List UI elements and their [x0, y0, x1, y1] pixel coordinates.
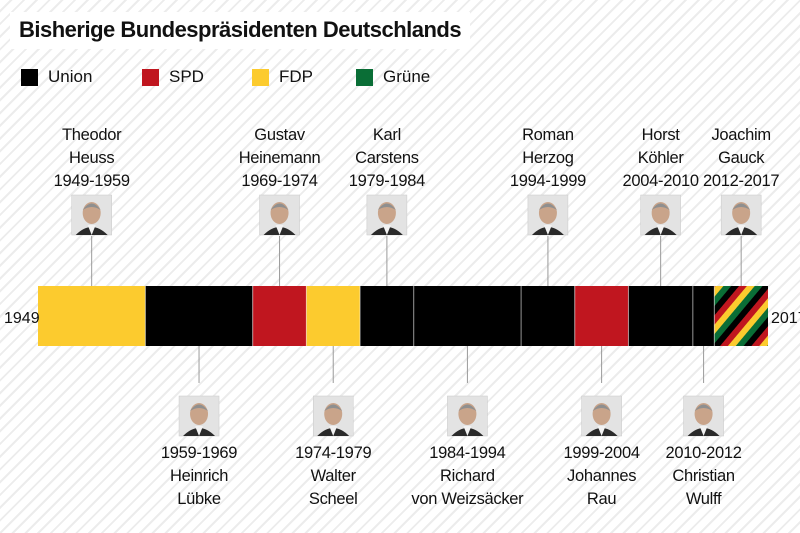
- president-years-label: 1969-1974: [241, 172, 317, 190]
- president-last-label: Rau: [587, 490, 616, 508]
- president-last-label: Köhler: [638, 149, 685, 167]
- portrait-von-weizs-cker: [447, 395, 488, 437]
- president-years-label: 1994-1999: [510, 172, 586, 190]
- portrait-heuss: [71, 194, 112, 236]
- president-last-label: Carstens: [355, 149, 419, 167]
- axis-start-label: 1949: [4, 310, 40, 327]
- portrait-l-bke: [178, 395, 220, 437]
- legend-swatch-union: [21, 69, 38, 86]
- president-last-label: Heinemann: [239, 149, 321, 167]
- term-bar-rau: [574, 286, 629, 346]
- president-years-label: 1979-1984: [349, 172, 425, 190]
- president-last-label: Gauck: [718, 149, 765, 167]
- legend: Union SPD FDP Grüne: [0, 0, 800, 100]
- legend-label-union: Union: [48, 67, 93, 86]
- president-last-label: Scheel: [309, 490, 358, 508]
- president-years-label: 2012-2017: [703, 172, 779, 190]
- term-bar-herzog: [521, 286, 575, 346]
- president-first-label: Gustav: [254, 126, 306, 144]
- term-bar-heinemann: [252, 286, 307, 346]
- president-first-label: Christian: [672, 467, 735, 485]
- president-years-label: 1999-2004: [563, 444, 639, 462]
- president-heinemann: Gustav Heinemann 1969-1974: [239, 126, 321, 286]
- president-wulff: 2010-2012 Christian Wulff: [665, 346, 742, 508]
- president-von-weizs-cker: 1984-1994 Richard von Weizsäcker: [411, 346, 524, 508]
- president-l-bke: 1959-1969 Heinrich Lübke: [161, 346, 238, 508]
- legend-label-gruene: Grüne: [383, 67, 431, 86]
- legend-swatch-fdp: [252, 69, 269, 86]
- term-bar-carstens: [360, 286, 414, 346]
- president-first-label: Walter: [311, 467, 357, 485]
- portrait-heinemann: [259, 194, 300, 236]
- portrait-k-hler: [640, 194, 681, 236]
- president-years-label: 2010-2012: [665, 444, 741, 462]
- president-years-label: 1959-1969: [161, 444, 237, 462]
- president-years-label: 1949-1959: [54, 172, 130, 190]
- legend-swatch-gruene: [356, 69, 373, 86]
- term-bar-gauck: [714, 286, 768, 346]
- president-last-label: Herzog: [522, 149, 574, 167]
- term-bar-heuss: [38, 286, 146, 346]
- legend-swatch-spd: [142, 69, 159, 86]
- term-bar-scheel: [306, 286, 361, 346]
- president-years-label: 1974-1979: [295, 444, 371, 462]
- legend-label-fdp: FDP: [279, 67, 313, 86]
- president-k-hler: Horst Köhler 2004-2010: [623, 126, 699, 286]
- president-scheel: 1974-1979 Walter Scheel: [295, 346, 372, 508]
- term-bar-k-hler: [628, 286, 693, 346]
- term-bar-von-weizs-cker: [413, 286, 522, 346]
- portrait-gauck: [720, 194, 762, 236]
- president-first-label: Joachim: [711, 126, 770, 144]
- portrait-carstens: [366, 194, 408, 236]
- president-carstens: Karl Carstens 1979-1984: [349, 126, 425, 286]
- portrait-wulff: [683, 395, 724, 437]
- president-first-label: Johannes: [567, 467, 636, 485]
- president-heuss: Theodor Heuss 1949-1959: [54, 126, 130, 286]
- legend-label-spd: SPD: [169, 67, 204, 86]
- president-last-label: Wulff: [686, 490, 722, 508]
- portrait-scheel: [312, 395, 354, 437]
- president-years-label: 2004-2010: [623, 172, 699, 190]
- term-bar-wulff: [692, 286, 715, 346]
- president-years-label: 1984-1994: [429, 444, 505, 462]
- chart-title: Bisherige Bundespräsidenten Deutschlands: [10, 12, 471, 49]
- president-first-label: Richard: [440, 467, 495, 485]
- president-last-label: Lübke: [177, 490, 221, 508]
- president-last-label: Heuss: [69, 149, 114, 167]
- president-first-label: Roman: [522, 126, 574, 144]
- term-bar-l-bke: [145, 286, 253, 346]
- portrait-herzog: [527, 194, 569, 236]
- president-first-label: Theodor: [62, 126, 122, 144]
- president-first-label: Karl: [373, 126, 401, 144]
- axis-end-label: 2017: [771, 310, 800, 327]
- president-first-label: Horst: [642, 126, 681, 144]
- president-first-label: Heinrich: [170, 467, 228, 485]
- president-herzog: Roman Herzog 1994-1999: [510, 126, 586, 286]
- president-rau: 1999-2004 Johannes Rau: [563, 346, 640, 508]
- portrait-rau: [581, 395, 622, 437]
- president-gauck: Joachim Gauck 2012-2017: [703, 126, 780, 286]
- president-last-label: von Weizsäcker: [411, 490, 524, 508]
